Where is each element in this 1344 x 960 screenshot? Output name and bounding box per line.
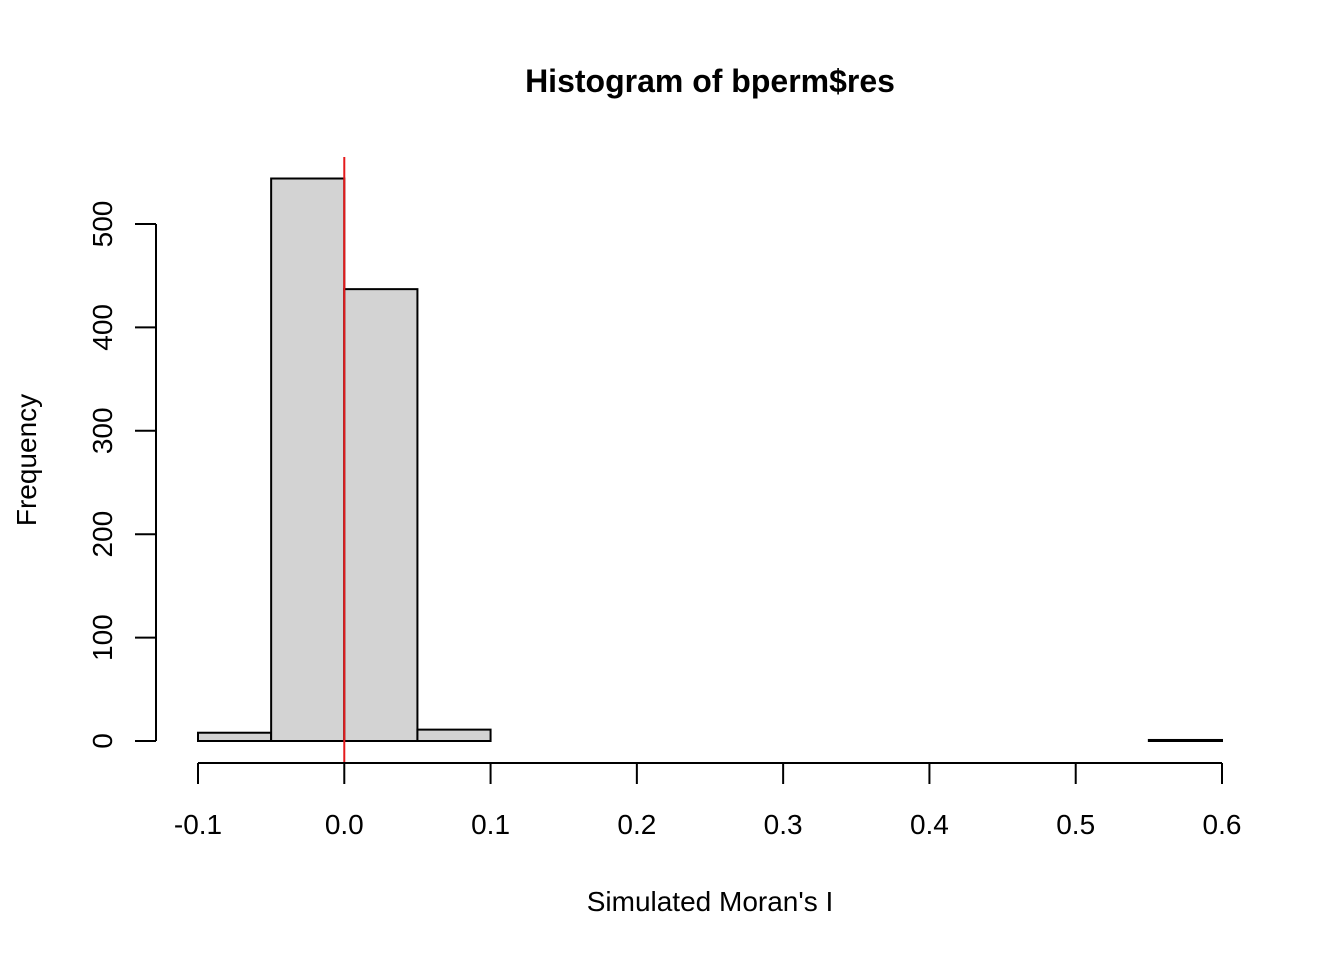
histogram-bar-3: [416, 728, 492, 742]
x-tick-label: 0.5: [1056, 809, 1095, 840]
chart-title: Histogram of bperm$res: [525, 63, 895, 99]
y-tick-label: 300: [87, 407, 118, 454]
y-axis: 0 100 200 300 400 500: [87, 201, 157, 749]
x-tick-label: 0.4: [910, 809, 949, 840]
x-tick-label: -0.1: [174, 809, 222, 840]
x-tick-label: 0.6: [1203, 809, 1242, 840]
x-tick-label: 0.2: [617, 809, 656, 840]
y-tick-label: 400: [87, 304, 118, 351]
y-axis-label: Frequency: [11, 394, 42, 526]
y-tick-label: 200: [87, 511, 118, 558]
y-tick-label: 100: [87, 614, 118, 661]
x-tick-label: 0.3: [764, 809, 803, 840]
histogram-bar-2: [343, 288, 419, 742]
x-tick-label: 0.1: [471, 809, 510, 840]
histogram-bar-0: [197, 731, 273, 743]
x-axis-label: Simulated Moran's I: [587, 886, 834, 917]
y-tick-label: 500: [87, 201, 118, 248]
histogram-bar-1: [270, 177, 346, 742]
x-tick-label: 0.0: [325, 809, 364, 840]
y-tick-label: 0: [87, 733, 118, 749]
x-axis: -0.1 0.0 0.1 0.2 0.3 0.4 0.5 0.6: [174, 762, 1242, 840]
histogram-bar-13: [1147, 738, 1224, 743]
bars-group: [197, 177, 1224, 743]
